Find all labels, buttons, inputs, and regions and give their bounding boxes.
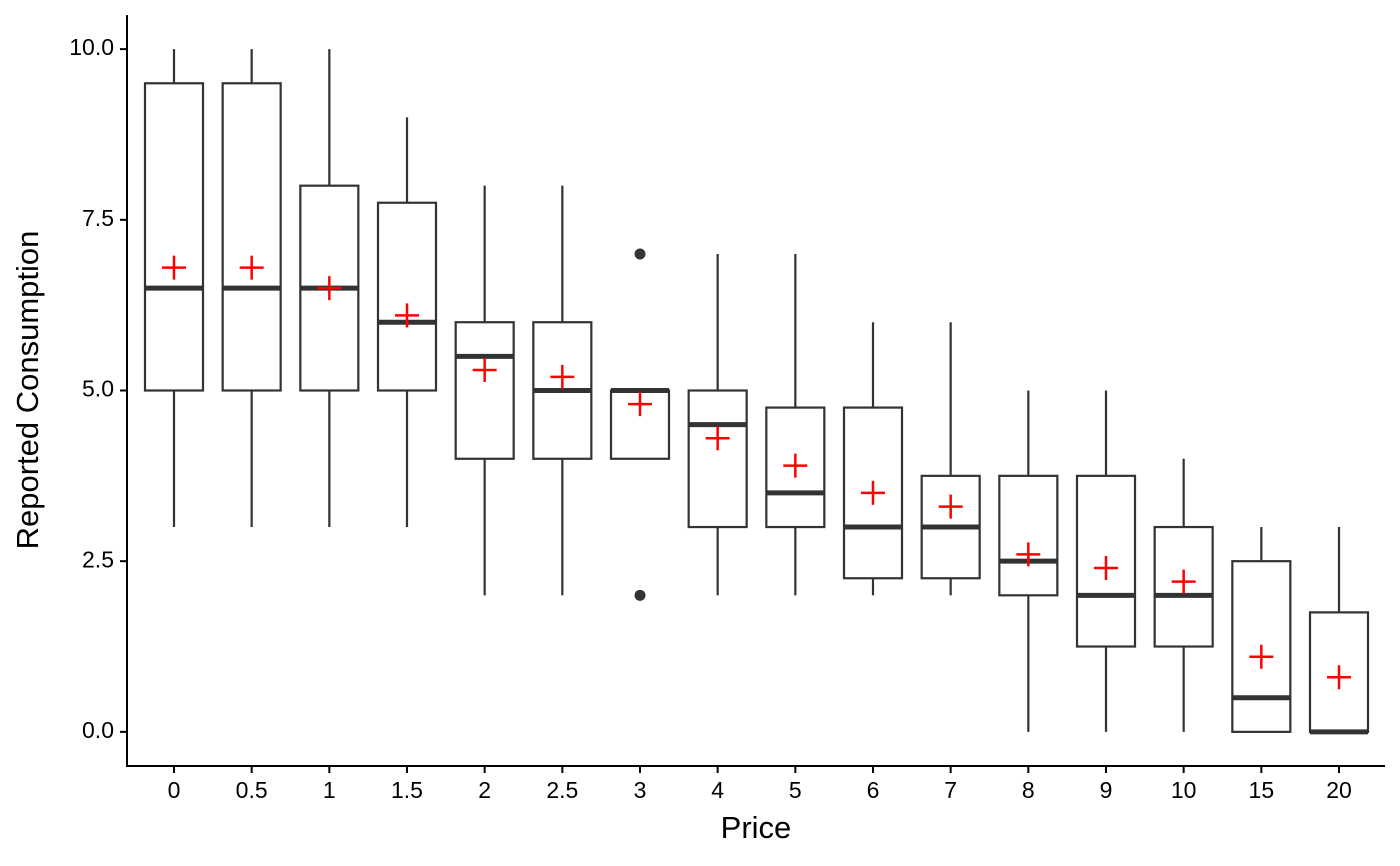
x-tick-label: 2 <box>478 777 491 803</box>
box <box>221 82 282 392</box>
mean-marker <box>239 255 264 280</box>
y-tick-label: 7.5 <box>82 205 114 231</box>
y-tick-label: 10.0 <box>69 34 114 60</box>
outlier <box>634 248 646 260</box>
mean-marker <box>783 453 808 478</box>
x-tick-label: 6 <box>867 777 880 803</box>
box <box>454 321 515 460</box>
x-tick-label: 5 <box>789 777 802 803</box>
x-tick-label: 3 <box>634 777 647 803</box>
x-tick-label: 0 <box>168 777 181 803</box>
y-tick-label: 0.0 <box>82 717 114 743</box>
mean-marker <box>550 364 575 389</box>
mean-marker <box>861 480 885 505</box>
box <box>765 406 826 529</box>
x-tick-label: 2.5 <box>546 777 578 803</box>
x-tick-label: 8 <box>1022 777 1035 803</box>
box <box>376 201 438 392</box>
x-tick-label: 20 <box>1326 777 1352 803</box>
box <box>143 82 205 392</box>
x-axis-title: Price <box>721 810 792 845</box>
x-tick-label: 1 <box>323 777 336 803</box>
mean-marker <box>395 303 419 328</box>
outlier <box>634 589 646 601</box>
x-tick-label: 15 <box>1249 777 1275 803</box>
mean-marker <box>162 255 186 280</box>
x-tick-label: 4 <box>711 777 724 803</box>
y-tick-label: 2.5 <box>82 546 114 572</box>
mean-marker <box>1327 665 1351 690</box>
box <box>1153 525 1214 648</box>
x-tick-label: 7 <box>944 777 957 803</box>
y-tick-label: 5.0 <box>82 376 114 402</box>
x-tick-label: 9 <box>1100 777 1113 803</box>
y-axis-title: Reported Consumption <box>10 231 45 550</box>
x-tick-label: 1.5 <box>391 777 423 803</box>
box <box>687 389 748 529</box>
x-tick-label: 10 <box>1171 777 1197 803</box>
mean-marker <box>1249 644 1274 669</box>
mean-marker <box>1094 556 1118 581</box>
mean-marker <box>1171 569 1196 594</box>
mean-marker <box>472 358 497 383</box>
mean-marker <box>628 392 652 417</box>
x-tick-label: 0.5 <box>236 777 268 803</box>
mean-marker <box>317 276 342 301</box>
box <box>998 474 1059 597</box>
mean-marker <box>938 494 963 519</box>
mean-marker <box>705 426 730 451</box>
mean-marker <box>1016 542 1041 567</box>
